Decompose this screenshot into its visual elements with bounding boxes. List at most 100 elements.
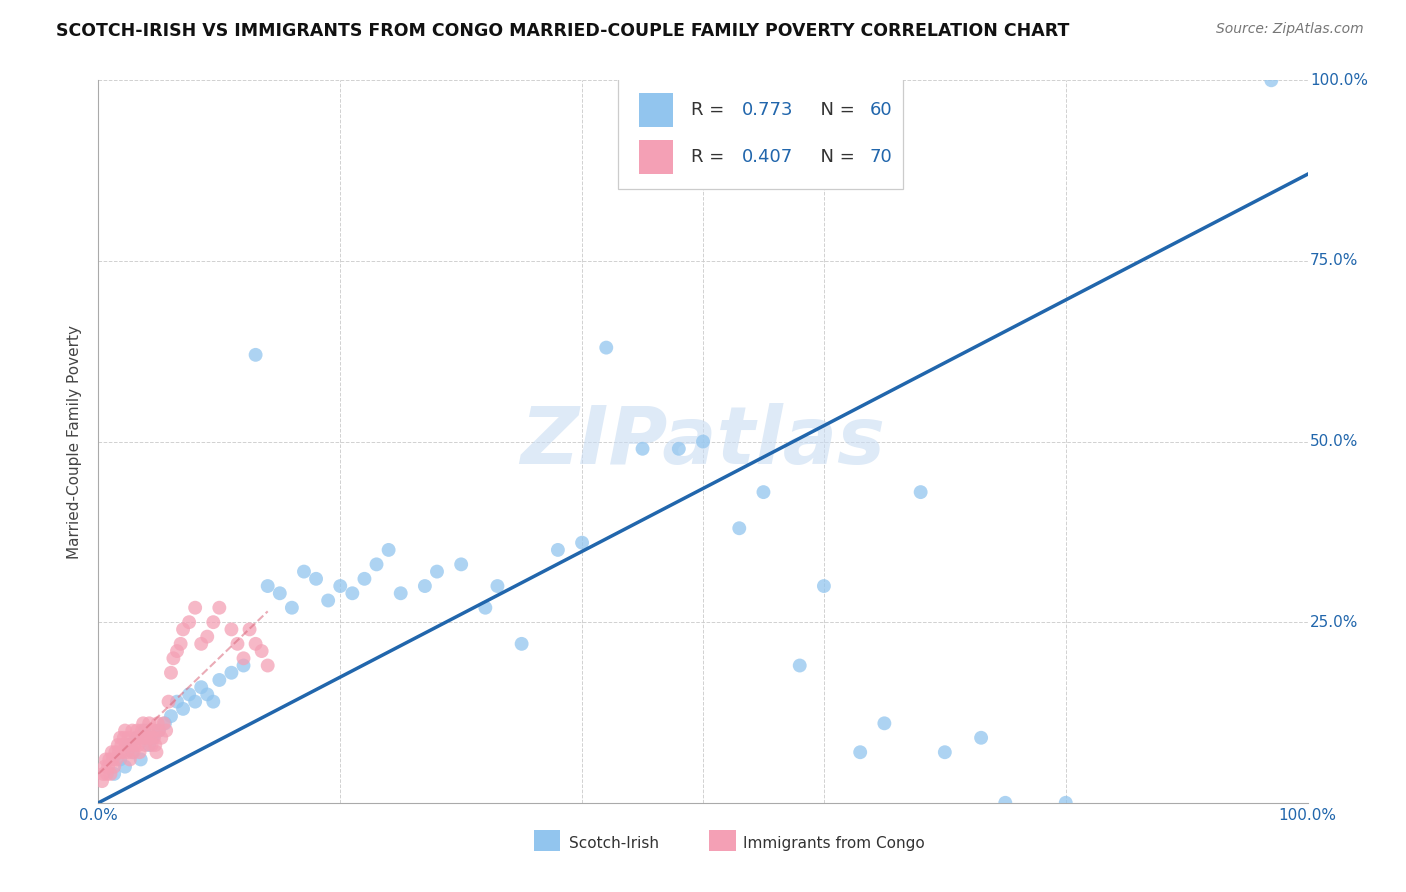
Point	[366, 558, 388, 572]
Point	[128, 745, 150, 759]
Point	[934, 745, 956, 759]
Point	[221, 665, 243, 680]
Text: 100.0%: 100.0%	[1310, 73, 1368, 87]
Point	[169, 637, 191, 651]
Point	[232, 658, 254, 673]
Bar	[638, 93, 673, 128]
Point	[108, 731, 131, 745]
Point	[256, 658, 278, 673]
Point	[122, 745, 145, 759]
Point	[873, 716, 896, 731]
Point	[108, 752, 131, 766]
Point	[112, 731, 135, 745]
Text: 50.0%: 50.0%	[1310, 434, 1358, 449]
Point	[474, 600, 496, 615]
Point	[547, 542, 569, 557]
Point	[184, 695, 207, 709]
Point	[292, 565, 315, 579]
Point	[117, 745, 139, 759]
Point	[157, 695, 180, 709]
Point	[146, 716, 169, 731]
Point	[114, 723, 136, 738]
Text: 0.773: 0.773	[742, 101, 793, 119]
Point	[195, 630, 218, 644]
Point	[98, 752, 121, 766]
Point	[232, 651, 254, 665]
Point	[413, 579, 436, 593]
Text: 0.407: 0.407	[742, 148, 793, 166]
Point	[138, 738, 160, 752]
Text: 70: 70	[870, 148, 893, 166]
Point	[184, 600, 207, 615]
Point	[105, 752, 128, 766]
Point	[103, 760, 125, 774]
Text: 25.0%: 25.0%	[1310, 615, 1358, 630]
Point	[104, 745, 127, 759]
Point	[134, 731, 156, 745]
Point	[305, 572, 328, 586]
Point	[107, 738, 129, 752]
Point	[143, 738, 166, 752]
Text: N =: N =	[810, 148, 860, 166]
Point	[166, 644, 188, 658]
Point	[127, 731, 149, 745]
Point	[142, 731, 165, 745]
Text: R =: R =	[690, 101, 730, 119]
Point	[97, 760, 120, 774]
Point	[239, 623, 262, 637]
Point	[208, 600, 231, 615]
Point	[127, 738, 149, 752]
Point	[245, 637, 267, 651]
Point	[145, 745, 167, 759]
Point	[143, 731, 166, 745]
Point	[190, 637, 212, 651]
Point	[426, 565, 449, 579]
Point	[1260, 73, 1282, 87]
Bar	[534, 830, 561, 851]
Point	[93, 760, 115, 774]
Point	[152, 716, 174, 731]
Point	[94, 752, 117, 766]
Point	[148, 723, 170, 738]
Point	[100, 767, 122, 781]
Point	[108, 745, 131, 759]
Point	[120, 738, 142, 752]
Point	[150, 731, 173, 745]
Text: Scotch-Irish: Scotch-Irish	[569, 837, 659, 852]
Point	[125, 731, 148, 745]
Point	[789, 658, 811, 673]
Point	[571, 535, 593, 549]
Point	[849, 745, 872, 759]
Point	[250, 644, 273, 658]
Point	[245, 348, 267, 362]
Point	[353, 572, 375, 586]
Point	[190, 680, 212, 694]
Point	[160, 709, 183, 723]
Point	[389, 586, 412, 600]
Point	[179, 687, 201, 701]
Point	[160, 665, 183, 680]
Point	[1054, 796, 1077, 810]
FancyBboxPatch shape	[619, 77, 903, 189]
Point	[114, 760, 136, 774]
Point	[202, 615, 225, 630]
Point	[131, 723, 153, 738]
Point	[281, 600, 304, 615]
Point	[377, 542, 399, 557]
Point	[208, 673, 231, 687]
Point	[135, 731, 157, 745]
Point	[139, 731, 162, 745]
Point	[631, 442, 654, 456]
Text: 60: 60	[870, 101, 893, 119]
Point	[153, 716, 176, 731]
Point	[148, 723, 170, 738]
Y-axis label: Married-Couple Family Poverty: Married-Couple Family Poverty	[67, 325, 83, 558]
Point	[103, 767, 125, 781]
Point	[692, 434, 714, 449]
Point	[221, 623, 243, 637]
Point	[132, 716, 155, 731]
Point	[994, 796, 1017, 810]
Point	[121, 745, 143, 759]
Text: R =: R =	[690, 148, 730, 166]
Point	[115, 738, 138, 752]
